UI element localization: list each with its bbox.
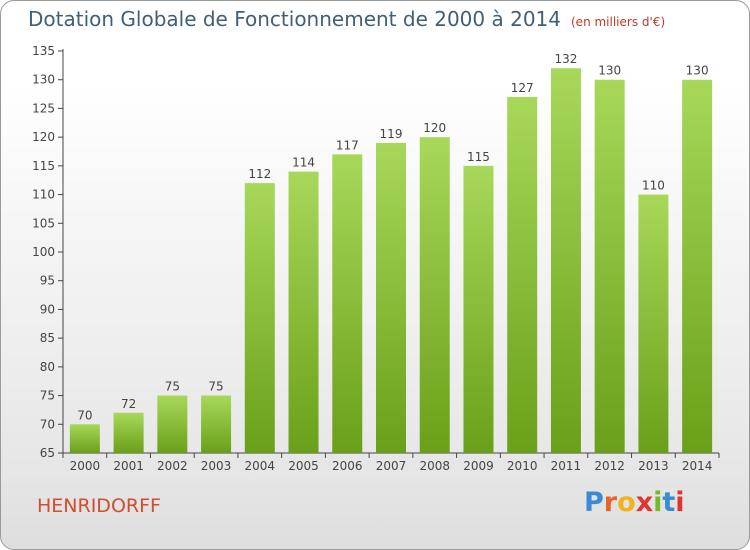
- data-label-2005: 114: [292, 156, 315, 170]
- x-tick-label-2013: 2013: [638, 459, 669, 473]
- bar-2003: [201, 395, 232, 453]
- data-label-2010: 127: [511, 81, 534, 95]
- chart-title-text: Dotation Globale de Fonctionnement de 20…: [28, 7, 561, 31]
- x-tick-label-2005: 2005: [288, 459, 319, 473]
- x-tick-label-2010: 2010: [507, 459, 538, 473]
- y-tick-label: 65: [40, 446, 55, 460]
- logo-letter: t: [662, 487, 676, 518]
- y-tick-label: 120: [32, 130, 55, 144]
- y-tick-label: 70: [40, 417, 55, 431]
- y-tick-label: 110: [32, 188, 55, 202]
- bar-2000: [69, 424, 100, 453]
- data-label-2003: 75: [208, 380, 223, 394]
- x-tick-label-2003: 2003: [201, 459, 232, 473]
- x-tick-label-2014: 2014: [682, 459, 713, 473]
- y-tick-label: 95: [40, 274, 55, 288]
- data-label-2008: 120: [423, 121, 446, 135]
- y-tick-label: 105: [32, 216, 55, 230]
- proxiti-logo: Proxiti: [584, 487, 685, 518]
- chart-subtitle: (en milliers d'€): [571, 15, 666, 29]
- chart-title: Dotation Globale de Fonctionnement de 20…: [28, 7, 665, 31]
- bar-2013: [638, 194, 669, 454]
- bar-2006: [332, 154, 363, 453]
- logo-letter: x: [635, 487, 654, 518]
- data-label-2014: 130: [686, 64, 709, 78]
- y-tick-label: 125: [32, 101, 55, 115]
- x-tick-label-2008: 2008: [419, 459, 450, 473]
- x-tick-label-2002: 2002: [157, 459, 188, 473]
- logo-letter: r: [603, 487, 618, 518]
- logo-letter: P: [584, 487, 604, 518]
- bar-2014: [682, 79, 713, 453]
- x-tick-label-2001: 2001: [113, 459, 144, 473]
- y-tick-label: 100: [32, 245, 55, 259]
- logo-letter: o: [617, 487, 636, 518]
- data-label-2009: 115: [467, 150, 490, 164]
- logo-letter: i: [653, 487, 663, 518]
- bar-2010: [507, 96, 538, 453]
- data-label-2007: 119: [380, 127, 403, 141]
- data-label-2000: 70: [77, 408, 92, 422]
- x-tick-label-2006: 2006: [332, 459, 363, 473]
- logo-letter: i: [675, 487, 685, 518]
- commune-name: HENRIDORFF: [37, 495, 161, 517]
- x-tick-label-2012: 2012: [594, 459, 625, 473]
- bar-2008: [419, 137, 450, 453]
- y-tick-label: 80: [40, 360, 55, 374]
- data-label-2002: 75: [165, 380, 180, 394]
- bar-2001: [113, 412, 144, 453]
- x-tick-label-2000: 2000: [70, 459, 101, 473]
- x-tick-label-2004: 2004: [245, 459, 276, 473]
- x-tick-label-2011: 2011: [551, 459, 582, 473]
- data-label-2012: 130: [598, 64, 621, 78]
- bar-2005: [288, 171, 319, 453]
- bar-2002: [157, 395, 188, 453]
- x-tick-label-2007: 2007: [376, 459, 407, 473]
- y-tick-label: 135: [32, 44, 55, 58]
- data-label-2006: 117: [336, 138, 359, 152]
- data-label-2011: 132: [554, 52, 577, 66]
- data-label-2004: 112: [248, 167, 271, 181]
- y-tick-label: 75: [40, 389, 55, 403]
- data-label-2013: 110: [642, 179, 665, 193]
- bar-2011: [550, 68, 581, 453]
- y-tick-label: 85: [40, 331, 55, 345]
- y-tick-label: 130: [32, 73, 55, 87]
- bar-2012: [594, 79, 625, 453]
- bar-2009: [463, 165, 494, 453]
- x-tick-label-2009: 2009: [463, 459, 494, 473]
- bar-2004: [244, 183, 275, 454]
- y-tick-label: 115: [32, 159, 55, 173]
- bar-2007: [376, 142, 406, 453]
- y-tick-label: 90: [40, 302, 55, 316]
- data-label-2001: 72: [121, 397, 136, 411]
